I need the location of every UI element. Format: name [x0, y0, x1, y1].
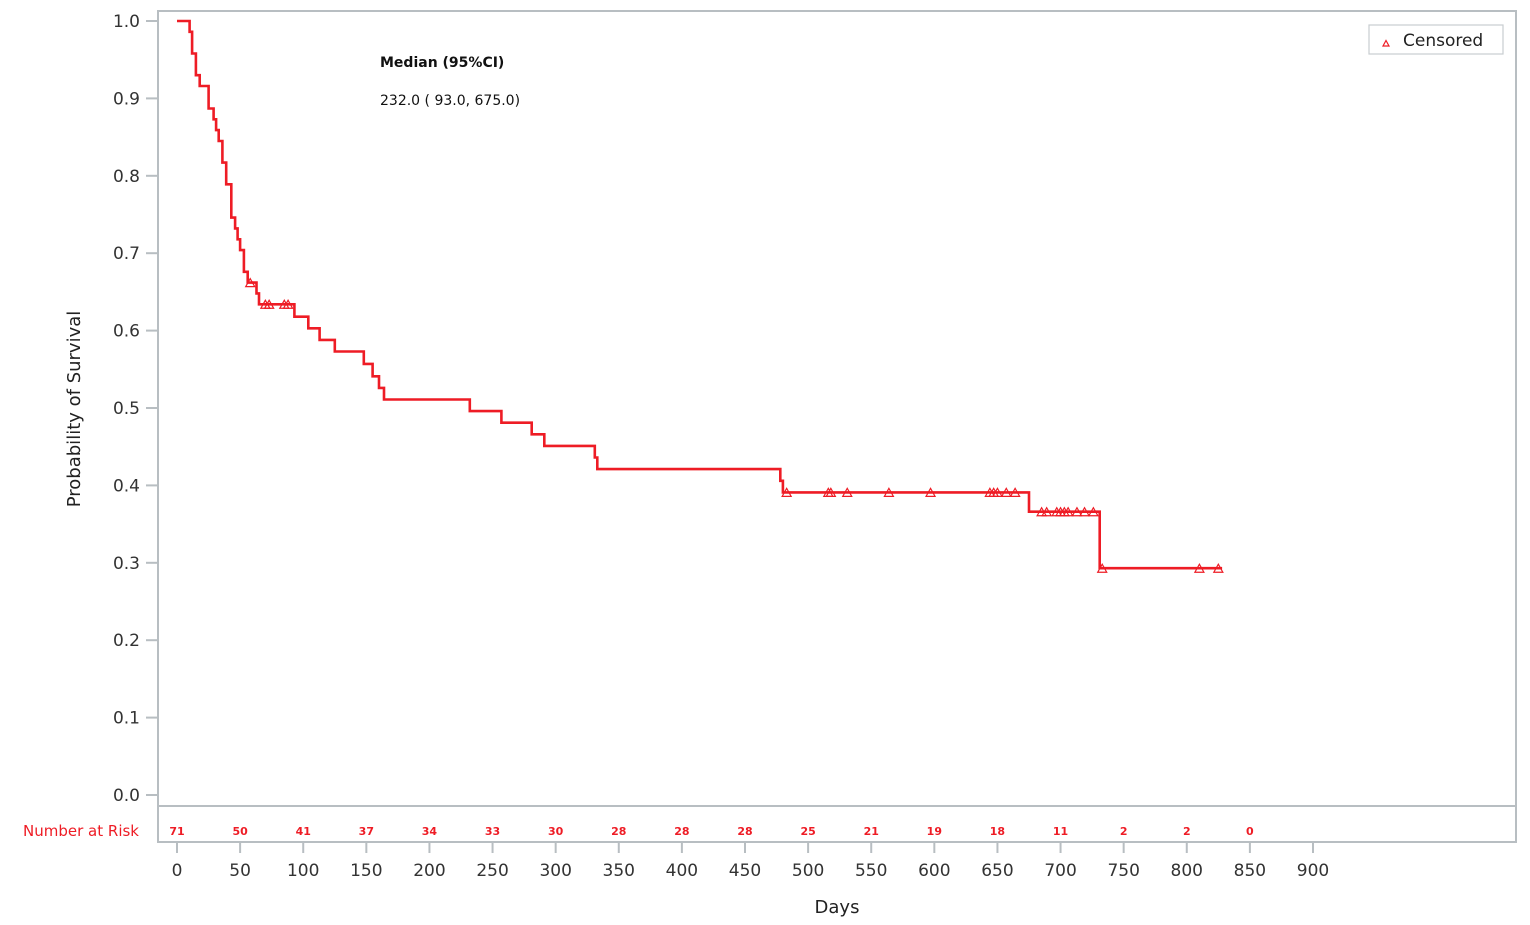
x-tick-label: 250 [476, 861, 508, 881]
x-tick-label: 350 [603, 861, 635, 881]
x-tick-label: 550 [855, 861, 887, 881]
risk-count: 2 [1120, 825, 1128, 838]
risk-count: 50 [232, 825, 248, 838]
x-tick-label: 400 [666, 861, 698, 881]
censored-triangle-icon [825, 487, 837, 497]
legend-label-censored: Censored [1403, 31, 1483, 51]
risk-count: 11 [1053, 825, 1068, 838]
risk-count: 28 [611, 825, 626, 838]
risk-table-title: Number at Risk [23, 822, 139, 840]
legend-box [1368, 24, 1504, 55]
risk-count: 2 [1183, 825, 1191, 838]
censor-markers [244, 277, 1224, 573]
x-tick-label: 450 [729, 861, 761, 881]
censored-triangle-icon [1009, 487, 1021, 497]
censored-triangle-icon [841, 487, 853, 497]
censored-triangle-icon [1071, 506, 1083, 517]
legend: Censored [1368, 24, 1504, 55]
censored-triangle-icon [1000, 487, 1012, 497]
censored-triangle-icon [1096, 562, 1108, 573]
x-tick-label: 700 [1044, 861, 1076, 881]
censored-triangle-icon [781, 487, 793, 497]
censored-triangle-icon [1193, 562, 1205, 573]
x-tick-label: 600 [918, 861, 950, 881]
y-axis-title: Probability of Survival [64, 311, 85, 508]
censored-triangle-icon [282, 299, 294, 309]
risk-count: 28 [674, 825, 689, 838]
x-tick-label: 900 [1297, 861, 1329, 881]
y-tick-label: 0.3 [113, 554, 140, 574]
censored-triangle-icon [1381, 39, 1391, 47]
y-tick-label: 0.0 [113, 786, 140, 806]
risk-count: 19 [927, 825, 942, 838]
risk-count: 41 [296, 825, 311, 838]
risk-count: 18 [990, 825, 1005, 838]
risk-count: 25 [800, 825, 815, 838]
risk-count: 33 [485, 825, 500, 838]
x-tick-label: 750 [1107, 861, 1139, 881]
y-tick-label: 1.0 [113, 12, 140, 32]
censored-triangle-icon [244, 277, 256, 288]
risk-table-row: 71 50 41 37 34 33 30 28 28 28 25 21 19 18 11 2 2 0 [169, 825, 1254, 838]
censored-triangle-icon [1062, 506, 1074, 517]
censored-triangle-icon [263, 299, 275, 309]
censored-triangle-icon [925, 487, 937, 497]
x-tick-label: 50 [229, 861, 251, 881]
x-tick-label: 300 [539, 861, 571, 881]
x-axis-title: Days [815, 897, 860, 918]
y-tick-label: 0.5 [113, 399, 140, 419]
risk-table-frame [157, 805, 1517, 843]
censored-triangle-icon [1087, 506, 1099, 517]
y-tick-label: 0.6 [113, 322, 140, 342]
censored-triangle-icon [1041, 506, 1053, 517]
x-tick-label: 150 [350, 861, 382, 881]
median-annotation-value: 232.0 ( 93.0, 675.0) [380, 93, 520, 109]
x-tick-label: 100 [287, 861, 319, 881]
y-axis: 0.0 0.1 0.2 0.3 0.4 0.5 0.6 0.7 0.8 0.9 1.0 [113, 12, 158, 806]
censored-triangle-icon [991, 487, 1003, 497]
censored-triangle-icon [1079, 506, 1091, 517]
median-annotation-title: Median (95%CI) [380, 55, 504, 71]
y-tick-label: 0.2 [113, 631, 140, 651]
plot-frame [157, 10, 1517, 807]
censored-triangle-icon [1212, 562, 1224, 573]
censored-triangle-icon [883, 487, 895, 497]
x-tick-label: 200 [413, 861, 445, 881]
risk-count: 28 [737, 825, 752, 838]
risk-count: 30 [548, 825, 564, 838]
x-tick-label: 850 [1234, 861, 1266, 881]
y-tick-label: 0.4 [113, 476, 140, 496]
risk-count: 71 [169, 825, 184, 838]
risk-count: 34 [422, 825, 438, 838]
risk-count: 21 [864, 825, 879, 838]
x-tick-label: 500 [792, 861, 824, 881]
risk-count: 37 [359, 825, 374, 838]
x-axis: 0 50 100 150 200 250 300 350 400 450 500 550 600 650 7… [172, 842, 1329, 881]
x-tick-label: 650 [981, 861, 1013, 881]
x-tick-label: 0 [172, 861, 183, 881]
y-tick-label: 0.1 [113, 709, 140, 729]
y-tick-label: 0.9 [113, 89, 140, 109]
survival-curve [177, 19, 1223, 570]
x-tick-label: 800 [1171, 861, 1203, 881]
y-tick-label: 0.7 [113, 244, 140, 264]
y-tick-label: 0.8 [113, 167, 140, 187]
risk-count: 0 [1246, 825, 1254, 838]
